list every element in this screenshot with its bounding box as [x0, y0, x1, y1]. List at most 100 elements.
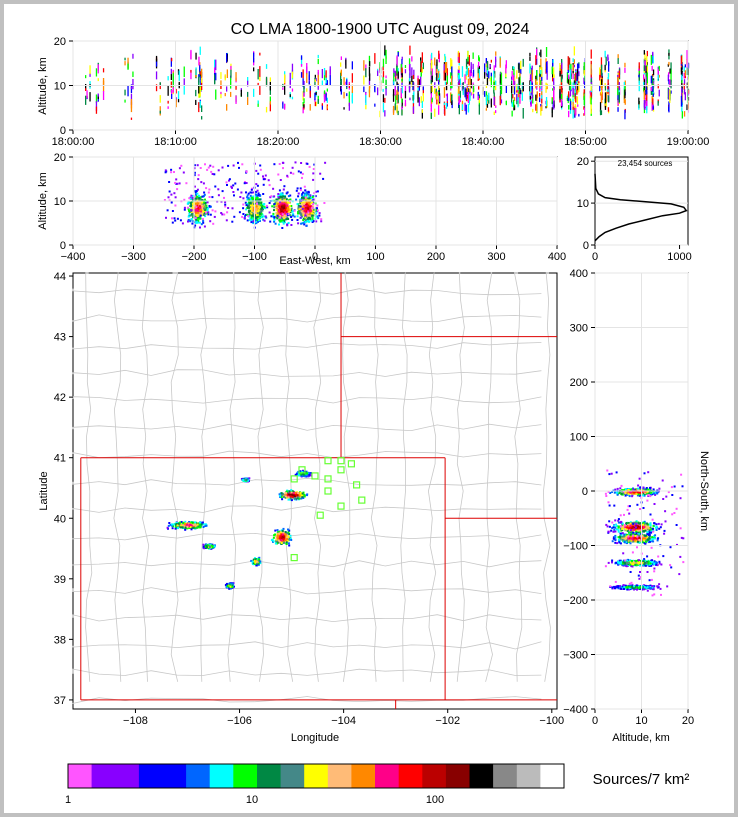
map-source-cell: [166, 526, 169, 529]
map-source-cell: [210, 544, 213, 547]
time-height-source: [420, 96, 422, 103]
map-source-cell: [257, 558, 260, 561]
ns-height-cell: [614, 488, 617, 491]
time-height-source: [199, 87, 201, 97]
ew-height-cell: [286, 216, 289, 219]
ew-height-cell: [206, 208, 209, 211]
ew-height-cell: [311, 206, 314, 209]
ew-height-cell: [244, 181, 246, 183]
ew-height-cell: [247, 215, 250, 218]
time-height-source: [536, 84, 538, 90]
ew-height-cell: [206, 207, 209, 210]
time-height-source: [599, 92, 602, 96]
time-height-source: [518, 63, 520, 73]
ew-height-cell: [198, 206, 201, 209]
ew-height-cell: [279, 193, 282, 196]
time-height-source: [190, 70, 192, 80]
time-height-source: [559, 84, 561, 92]
ns-height-cell: [616, 492, 619, 495]
time-height-source: [658, 74, 660, 78]
time-height-source: [464, 87, 466, 98]
map-source-cell: [182, 521, 185, 524]
time-height-x-tick-label: 18:50:00: [564, 136, 607, 148]
ew-height-cell: [217, 194, 220, 197]
ew-height-cell: [197, 178, 200, 181]
time-height-source: [315, 101, 317, 107]
county-line: [141, 272, 150, 682]
time-height-source: [477, 65, 479, 69]
ew-height-cell: [258, 205, 261, 208]
time-height-source: [681, 110, 683, 119]
ew-height-cell: [301, 207, 304, 210]
ew-height-cell: [302, 212, 305, 215]
ew-height-cell: [227, 207, 230, 209]
ew-height-cell: [246, 219, 249, 222]
map-source-cell: [174, 527, 177, 530]
time-height-source: [421, 67, 423, 73]
county-line: [113, 272, 122, 682]
time-height-source: [599, 109, 602, 116]
time-height-source: [401, 72, 403, 76]
ew-height-cell: [260, 209, 263, 212]
time-height-source: [624, 99, 626, 105]
ew-height-cell: [308, 203, 311, 206]
map-source-cell: [178, 522, 180, 525]
ew-height-cell: [283, 217, 286, 220]
time-height-source: [459, 90, 461, 98]
time-height-source: [195, 67, 197, 76]
ew-height-cell: [286, 175, 289, 178]
map-source-cell: [193, 523, 195, 526]
map-source-cell: [302, 472, 305, 475]
time-height-source: [345, 59, 347, 69]
ew-height-cell: [307, 195, 310, 198]
map-source-cell: [272, 540, 275, 543]
map-source-cell: [288, 544, 291, 547]
time-height-source: [201, 78, 203, 83]
time-height-source: [315, 77, 317, 82]
map-source-cell: [188, 527, 191, 529]
time-height-source: [401, 105, 403, 116]
map-source-cell: [287, 491, 289, 494]
ew-height-cell: [315, 190, 317, 193]
time-height-source: [392, 105, 395, 115]
time-height-source: [576, 73, 578, 83]
ew-height-cell: [231, 207, 234, 210]
time-height-source: [430, 79, 432, 84]
ew-height-cell: [234, 182, 237, 185]
time-height-source: [215, 89, 217, 100]
time-height-source: [450, 72, 452, 79]
map-source-cell: [281, 529, 284, 532]
map-source-cell: [291, 495, 294, 498]
ew-height-cell: [264, 174, 267, 177]
time-height-source: [572, 106, 574, 113]
county-line: [485, 272, 493, 682]
time-height-source: [230, 91, 232, 97]
map-source-cell: [190, 524, 193, 527]
map-source-cell: [179, 523, 182, 526]
time-height-source: [681, 107, 683, 112]
time-height-source: [434, 88, 436, 94]
ew-height-cell: [273, 203, 276, 206]
ew-height-xlabel: East-West, km: [279, 255, 350, 267]
ew-height-cell: [181, 222, 184, 225]
ew-height-cell: [233, 215, 236, 218]
time-height-source: [643, 65, 645, 72]
time-height-source: [484, 63, 486, 74]
ew-height-cell: [324, 161, 327, 164]
time-height-source: [590, 84, 592, 91]
time-height-source: [578, 63, 580, 69]
ew-height-cell: [223, 196, 225, 199]
time-height-source: [517, 83, 519, 90]
time-height-source: [199, 100, 201, 108]
ew-height-cell: [227, 164, 230, 167]
time-height-source: [567, 64, 569, 71]
station-marker: [353, 481, 361, 489]
ew-height-cell: [281, 198, 284, 201]
ew-height-cell: [255, 169, 258, 172]
ew-height-cell: [193, 202, 196, 205]
ew-height-cell: [265, 216, 268, 219]
map-source-cell: [303, 493, 306, 496]
map-source-cell: [295, 492, 298, 495]
ew-height-cell: [199, 216, 202, 219]
time-height-source: [466, 66, 468, 75]
